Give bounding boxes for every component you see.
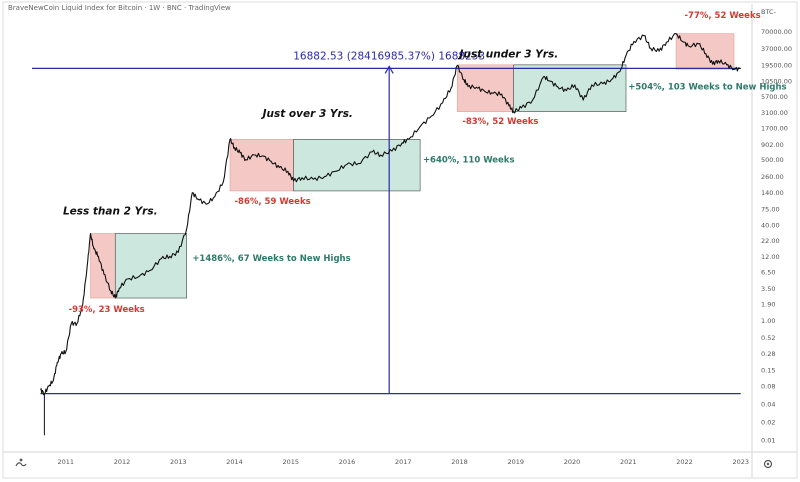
annotation-red: -93%, 23 Weeks xyxy=(69,305,145,315)
y-tick-label: 0.08 xyxy=(761,383,775,391)
y-tick-label: 0.15 xyxy=(761,366,775,374)
currency-label: BTC- xyxy=(761,8,777,16)
recovery-box-3 xyxy=(293,139,421,192)
measure-arrow-head xyxy=(384,65,394,74)
y-tick-label: 3100.00 xyxy=(761,109,788,117)
y-tick-label: 1700.00 xyxy=(761,125,788,133)
y-tick-label: 260.00 xyxy=(761,173,784,181)
x-tick-label: 2022 xyxy=(676,458,693,466)
recovery-box-5 xyxy=(513,64,627,112)
annotation-red: -77%, 52 Weeks xyxy=(685,11,761,21)
y-tick-label: 902.00 xyxy=(761,141,784,149)
x-tick-label: 2012 xyxy=(114,458,131,466)
y-tick-label: 75.00 xyxy=(761,205,780,213)
x-tick-label: 2023 xyxy=(732,458,749,466)
x-tick-label: 2021 xyxy=(620,458,637,466)
y-tick-label: 70000.00 xyxy=(761,28,792,36)
tradingview-logo-icon[interactable] xyxy=(14,456,28,470)
y-tick-label: 500.00 xyxy=(761,156,784,164)
chart-header: BraveNewCoin Liquid Index for Bitcoin · … xyxy=(8,4,231,12)
drawdown-box-6 xyxy=(675,33,735,70)
y-tick-label: 37000.00 xyxy=(761,45,792,53)
y-tick-label: 12.00 xyxy=(761,253,780,261)
annotation-title: Less than 2 Yrs. xyxy=(63,206,158,218)
y-tick-label: 0.02 xyxy=(761,419,775,427)
y-tick-label: 6.50 xyxy=(761,269,775,277)
y-tick-label: 22.00 xyxy=(761,237,780,245)
x-tick-label: 2017 xyxy=(395,458,412,466)
y-tick-label: 140.00 xyxy=(761,189,784,197)
annotation-title: Just under 3 Yrs. xyxy=(458,48,559,60)
annotation-title: Just over 3 Yrs. xyxy=(261,108,353,120)
y-tick-label: 19500.00 xyxy=(761,61,792,69)
y-tick-label: 10500.00 xyxy=(761,77,792,85)
gear-icon[interactable] xyxy=(762,458,774,470)
annotation-green: +1486%, 67 Weeks to New Highs xyxy=(192,254,350,264)
x-tick-label: 2019 xyxy=(507,458,524,466)
x-tick-label: 2014 xyxy=(226,458,243,466)
y-tick-label: 3.50 xyxy=(761,285,775,293)
x-tick-label: 2018 xyxy=(451,458,468,466)
annotation-red: -86%, 59 Weeks xyxy=(235,197,311,207)
y-tick-label: 40.00 xyxy=(761,222,780,230)
annotation-red: -83%, 52 Weeks xyxy=(462,117,538,127)
annotation-green: +504%, 103 Weeks to New Highs xyxy=(628,83,786,93)
price-series-line[interactable] xyxy=(39,33,741,396)
x-tick-label: 2011 xyxy=(57,458,74,466)
drawdown-box-4 xyxy=(456,64,514,112)
y-tick-label: 0.52 xyxy=(761,334,775,342)
x-tick-label: 2016 xyxy=(339,458,356,466)
measure-label: 16882.53 (28416985.37%) 1688253 xyxy=(293,50,485,62)
y-tick-label: 1.00 xyxy=(761,317,775,325)
y-tick-label: 0.28 xyxy=(761,350,775,358)
annotation-green: +640%, 110 Weeks xyxy=(423,155,515,165)
recovery-box-1 xyxy=(114,233,187,299)
drawdown-box-2 xyxy=(229,139,294,192)
y-tick-label: 5700.00 xyxy=(761,93,788,101)
x-tick-label: 2015 xyxy=(282,458,299,466)
drawdown-box-0 xyxy=(90,233,116,299)
x-tick-label: 2020 xyxy=(564,458,581,466)
y-tick-label: 0.04 xyxy=(761,401,775,409)
y-tick-label: 1.90 xyxy=(761,301,775,309)
x-tick-label: 2013 xyxy=(170,458,187,466)
y-tick-label: 0.01 xyxy=(761,437,775,445)
